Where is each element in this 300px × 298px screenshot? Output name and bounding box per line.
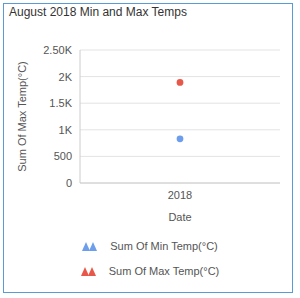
svg-text:2018: 2018 bbox=[168, 189, 192, 201]
html-text:Sum Of Min Temp(°C): Sum Of Min Temp(°C) bbox=[110, 240, 218, 252]
html-text:August 2018 Min and Max Temps: August 2018 Min and Max Temps bbox=[9, 5, 187, 19]
svg-text:Sum Of Max Temp(°C): Sum Of Max Temp(°C) bbox=[16, 61, 28, 172]
svg-text:500: 500 bbox=[54, 150, 72, 162]
html-text:Sum Of Max Temp(°C): Sum Of Max Temp(°C) bbox=[108, 265, 220, 277]
svg-text:0: 0 bbox=[66, 177, 72, 189]
svg-text:2.50K: 2.50K bbox=[43, 44, 72, 56]
svg-text:1.5K: 1.5K bbox=[49, 97, 72, 109]
svg-text:2K: 2K bbox=[59, 71, 73, 83]
svg-text:1K: 1K bbox=[59, 124, 73, 136]
svg-text:Date: Date bbox=[168, 211, 191, 223]
